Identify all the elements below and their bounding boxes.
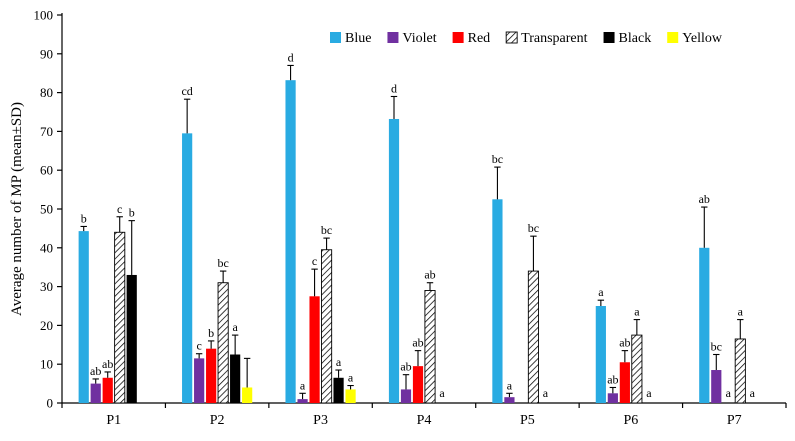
legend-label-black: Black <box>619 31 652 46</box>
sig-letter-label: ab <box>102 357 113 371</box>
y-tick-label: 80 <box>40 85 53 100</box>
bar-blue-p7 <box>699 247 710 403</box>
sig-letter-label: a <box>439 386 445 400</box>
sig-letter-label: bc <box>711 340 722 354</box>
sig-letter-label: a <box>300 378 306 392</box>
sig-letter-label: a <box>348 371 354 385</box>
sig-letter-label: d <box>391 81 397 95</box>
y-tick-label: 90 <box>40 46 53 61</box>
bar-violet-p5 <box>504 397 515 403</box>
bar-black-p2 <box>230 354 241 403</box>
y-tick-label: 60 <box>40 163 53 178</box>
sig-letter-label: ab <box>400 360 411 374</box>
bar-red-p1 <box>102 377 113 403</box>
bar-yellow-p2 <box>242 387 253 403</box>
bar-transparent-p2 <box>217 282 229 404</box>
sig-letter-label: bc <box>321 223 332 237</box>
bar-violet-p1 <box>90 383 101 403</box>
legend-label-blue: Blue <box>345 31 371 46</box>
sig-letter-label: a <box>336 355 342 369</box>
bar-transparent-p6 <box>631 334 643 404</box>
bar-black-p3 <box>333 377 344 403</box>
sig-letter-label: a <box>634 305 640 319</box>
sig-letter-label: c <box>196 339 201 353</box>
sig-letter-label: ab <box>619 336 630 350</box>
bar-red-p2 <box>206 348 217 403</box>
bar-blue-p2 <box>182 133 193 403</box>
legend-swatch-transparent <box>505 31 518 44</box>
legend-label-red: Red <box>468 31 491 46</box>
legend-swatch-violet <box>387 32 399 43</box>
y-tick-label: 20 <box>40 318 53 333</box>
bar-blue-p5 <box>492 199 503 403</box>
y-tick-label: 50 <box>40 202 53 217</box>
sig-letter-label: c <box>312 254 317 268</box>
legend-swatch-red <box>452 32 464 43</box>
bar-red-p6 <box>619 362 630 403</box>
sig-letter-label: cd <box>181 84 192 98</box>
sig-letter-label: a <box>598 285 604 299</box>
bar-transparent-p3 <box>321 249 333 404</box>
sig-letter-label: ab <box>607 372 618 386</box>
sig-letter-label: d <box>288 50 294 64</box>
bar-violet-p6 <box>607 393 618 403</box>
y-tick-label: 100 <box>34 8 54 23</box>
sig-letter-label: bc <box>492 152 503 166</box>
x-category-label: P5 <box>520 413 535 428</box>
x-category-label: P3 <box>313 413 328 428</box>
sig-letter-label: b <box>208 326 214 340</box>
sig-letter-label: ab <box>90 364 101 378</box>
bar-violet-p4 <box>400 389 412 403</box>
legend-swatch-yellow <box>667 32 679 43</box>
legend-swatch-black <box>603 32 615 43</box>
y-tick-label: 30 <box>40 279 53 294</box>
bar-blue-p3 <box>285 80 296 404</box>
y-tick-label: 40 <box>40 240 53 255</box>
bar-blue-p6 <box>595 306 606 403</box>
x-category-label: P7 <box>727 413 742 428</box>
y-axis-title: Average number of MP (mean±SD) <box>9 102 25 317</box>
bar-transparent-p4 <box>424 290 436 404</box>
x-category-label: P4 <box>417 413 432 428</box>
bar-red-p4 <box>412 366 424 403</box>
sig-letter-label: ab <box>412 336 423 350</box>
sig-letter-label: ab <box>699 192 710 206</box>
legend-label-yellow: Yellow <box>682 31 723 46</box>
legend-label-transparent: Transparent <box>521 31 587 46</box>
x-category-label: P2 <box>210 413 225 428</box>
sig-letter-label: a <box>750 386 756 400</box>
bar-transparent-p5 <box>527 270 539 404</box>
sig-letter-label: a <box>507 378 513 392</box>
bar-blue-p4 <box>388 118 400 403</box>
bar-violet-p3 <box>297 399 308 403</box>
sig-letter-label: b <box>129 206 135 220</box>
bar-violet-p7 <box>711 370 722 403</box>
sig-letter-label: a <box>543 386 549 400</box>
sig-letter-label: bc <box>217 256 228 270</box>
bar-transparent-p7 <box>734 338 746 404</box>
bar-blue-p1 <box>78 231 89 403</box>
y-tick-label: 0 <box>47 396 54 411</box>
legend-label-violet: Violet <box>402 31 436 46</box>
sig-letter-label: a <box>646 386 652 400</box>
x-category-label: P1 <box>106 413 121 428</box>
sig-letter-label: c <box>117 202 122 216</box>
sig-letter-label: bc <box>528 221 539 235</box>
sig-letter-label: ab <box>424 268 435 282</box>
bar-yellow-p3 <box>345 389 356 403</box>
x-category-label: P6 <box>623 413 638 428</box>
bar-black-p1 <box>126 274 137 403</box>
bar-violet-p2 <box>194 358 205 403</box>
legend-swatch-blue <box>330 32 341 43</box>
bar-transparent-p1 <box>114 231 126 404</box>
bar-red-p3 <box>309 296 320 403</box>
sig-letter-label: a <box>232 320 238 334</box>
y-tick-label: 70 <box>40 124 53 139</box>
sig-letter-label: a <box>738 305 744 319</box>
sig-letter-label: b <box>81 211 87 225</box>
y-tick-label: 10 <box>40 357 53 372</box>
sig-letter-label: a <box>726 386 732 400</box>
